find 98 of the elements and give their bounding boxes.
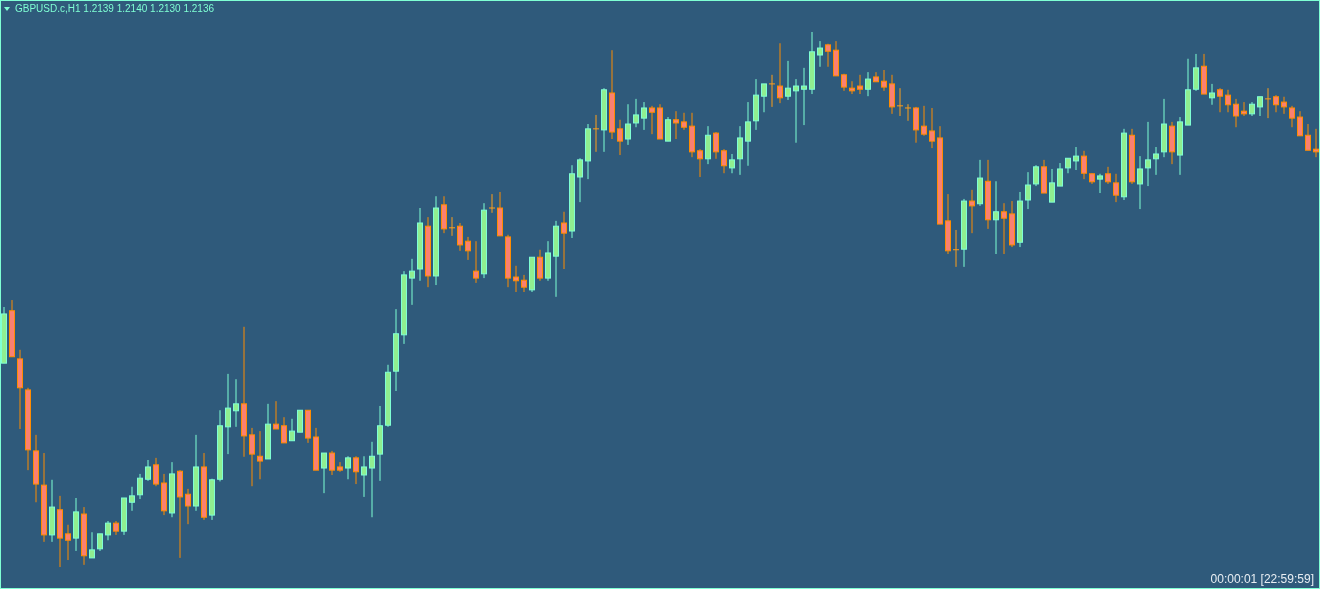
- candlestick: [329, 450, 335, 476]
- candlestick: [865, 71, 871, 97]
- candlestick: [281, 416, 287, 444]
- candlestick: [369, 441, 375, 518]
- candlestick: [297, 409, 303, 433]
- candlestick: [249, 427, 255, 487]
- candlestick: [65, 524, 71, 561]
- candlestick: [721, 148, 727, 174]
- candlestick: [457, 222, 463, 252]
- candlestick: [89, 531, 95, 559]
- candlestick: [1217, 87, 1223, 113]
- candlestick: [793, 78, 799, 144]
- candlestick: [561, 211, 567, 270]
- candlestick: [289, 418, 295, 442]
- candlestick: [537, 249, 543, 282]
- candlestick: [1273, 94, 1279, 113]
- candlestick: [641, 101, 647, 131]
- candlestick: [705, 125, 711, 165]
- candlestick: [1105, 166, 1111, 185]
- candlestick: [129, 486, 135, 512]
- candlestick: [145, 459, 151, 482]
- candlestick: [617, 119, 623, 156]
- candlestick: [345, 455, 351, 480]
- candlestick: [1209, 83, 1215, 106]
- candlestick: [1025, 171, 1031, 210]
- text: 00:00:01 [22:59:59]: [1210, 572, 1314, 586]
- candlestick: [488, 193, 496, 214]
- candlestick: [1257, 96, 1263, 117]
- candlestick: [1097, 173, 1103, 194]
- candlestick: [777, 42, 783, 104]
- candlestick: [929, 107, 935, 149]
- candlestick: [993, 180, 999, 255]
- candlestick: [913, 106, 919, 144]
- candlestick: [817, 40, 823, 68]
- candlestick: [1073, 146, 1079, 171]
- candlestick: [337, 461, 343, 473]
- candlestick: [233, 378, 239, 428]
- candlestick: [1241, 101, 1247, 117]
- candlestick: [273, 400, 279, 430]
- candlestick: [625, 103, 631, 146]
- candlestick: [1033, 164, 1039, 187]
- candlestick: [1137, 155, 1143, 210]
- candlestick: [697, 148, 703, 178]
- candlestick: [361, 455, 367, 498]
- candlestick: [353, 455, 359, 485]
- candlestick: [857, 74, 863, 95]
- candlestick: [1113, 173, 1119, 203]
- candlestick: [881, 69, 887, 92]
- candlestick: [473, 240, 479, 284]
- candlestick: [737, 125, 743, 176]
- candlestick: [896, 87, 904, 117]
- candlestick: [465, 236, 471, 261]
- chart-title: GBPUSD.c,H1 1.2139 1.2140 1.2130 1.2136: [15, 3, 215, 14]
- candlestick: [513, 265, 519, 293]
- candlestick: [921, 105, 927, 137]
- candlestick: [1193, 53, 1199, 92]
- candlestick: [633, 98, 639, 128]
- candlestick: [1281, 96, 1287, 115]
- candlestick: [673, 110, 679, 140]
- candlestick: [257, 430, 263, 480]
- candlestick: [185, 488, 191, 525]
- candlestick: [1057, 162, 1063, 187]
- candlestick: [1233, 98, 1239, 128]
- candlestick: [521, 274, 527, 293]
- candlestick: [409, 258, 415, 306]
- candlestick: [592, 114, 600, 153]
- candlestick: [729, 153, 735, 174]
- candlestick: [785, 60, 791, 101]
- candlestick: [761, 83, 767, 113]
- candlestick: [321, 452, 327, 494]
- candlestick: [849, 80, 855, 95]
- candlestick: [1081, 150, 1087, 180]
- candlestick: [1297, 110, 1303, 137]
- candlestick: [713, 131, 719, 160]
- candlestick: [1049, 168, 1055, 203]
- candlestick: [1001, 202, 1007, 255]
- candlestick: [1305, 123, 1311, 151]
- candlestick: [768, 74, 776, 108]
- candlestick: [1225, 89, 1231, 113]
- candlestick: [681, 112, 687, 131]
- candlestick: [448, 216, 456, 237]
- candlestick: [969, 189, 975, 234]
- candlestick: [225, 373, 231, 455]
- candlestick: [153, 457, 159, 487]
- candlestick: [577, 157, 583, 203]
- candlestick: [1153, 146, 1159, 176]
- candlestick: [105, 520, 111, 541]
- candlestick: [137, 473, 143, 500]
- candlestick: [1289, 105, 1295, 128]
- candlestick: [889, 74, 895, 115]
- candlestick: [1264, 87, 1272, 119]
- candlestick: [745, 101, 751, 167]
- candlestick: [904, 103, 912, 122]
- candlestick: [665, 116, 671, 142]
- candlestick: [649, 105, 655, 135]
- candlestick: [952, 229, 960, 268]
- candlestick: [801, 67, 807, 126]
- candlestick: [1145, 121, 1151, 187]
